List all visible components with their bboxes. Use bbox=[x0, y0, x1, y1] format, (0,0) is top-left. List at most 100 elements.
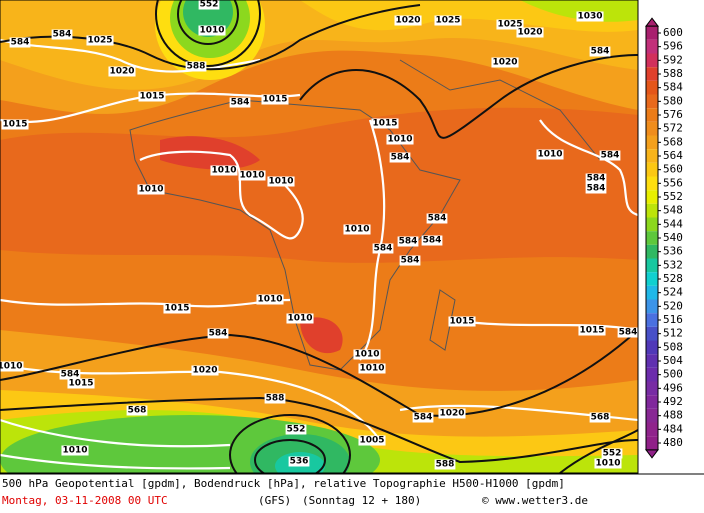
contour-label: 1010 bbox=[595, 459, 620, 469]
colorbar-swatch bbox=[646, 354, 658, 368]
colorbar-swatch bbox=[646, 190, 658, 204]
colorbar-swatch bbox=[646, 203, 658, 218]
contour-label-bg bbox=[256, 294, 284, 305]
colorbar-label: 580 bbox=[663, 94, 683, 107]
contour-label: 1010 bbox=[138, 185, 163, 195]
contour-label-bg bbox=[286, 313, 314, 324]
contour-label: 1010 bbox=[287, 314, 312, 324]
colorbar-swatch bbox=[646, 149, 658, 163]
contour-label-bg bbox=[389, 152, 411, 163]
contour-label: 588 bbox=[266, 394, 285, 404]
colorbar-swatch bbox=[646, 367, 658, 382]
contour-label: 1025 bbox=[435, 16, 460, 26]
colorbar-label: 576 bbox=[663, 108, 683, 121]
colorbar-swatch bbox=[646, 94, 658, 109]
contour-label-bg bbox=[394, 15, 422, 26]
colorbar-swatch bbox=[646, 108, 658, 122]
contour-label: 584 bbox=[53, 30, 72, 40]
colorbar-swatch bbox=[646, 326, 658, 341]
contour-label-bg bbox=[516, 27, 544, 38]
colorbar-swatch bbox=[646, 53, 658, 68]
contour-label-bg bbox=[358, 435, 386, 446]
colorbar-label: 520 bbox=[663, 299, 683, 312]
contour-label: 1015 bbox=[579, 326, 604, 336]
contour-label-bg bbox=[434, 15, 462, 26]
colorbar-swatch bbox=[646, 340, 658, 355]
contour-label-bg bbox=[185, 61, 207, 72]
contour-label-bg bbox=[264, 393, 286, 404]
colorbar-label: 548 bbox=[663, 204, 683, 217]
contour-label: 1015 bbox=[139, 92, 164, 102]
contour-label-bg bbox=[358, 363, 386, 374]
contour-label-bg bbox=[288, 456, 310, 467]
contour-label: 536 bbox=[290, 457, 309, 467]
colorbar-swatch bbox=[646, 121, 658, 136]
contour-label: 1020 bbox=[395, 16, 420, 26]
contour-label: 1020 bbox=[492, 58, 517, 68]
contour-label: 588 bbox=[436, 460, 455, 470]
colorbar-swatch bbox=[646, 26, 658, 40]
footer-model: (GFS) bbox=[258, 494, 291, 507]
contour-label: 1020 bbox=[109, 67, 134, 77]
colorbar-label: 584 bbox=[663, 81, 683, 94]
contour-label: 1015 bbox=[372, 119, 397, 129]
contour-label: 584 bbox=[401, 256, 420, 266]
colorbar-label: 508 bbox=[663, 340, 683, 353]
geopotential-lines bbox=[0, 0, 638, 473]
contour-label-bg bbox=[59, 369, 81, 380]
colorbar-swatch bbox=[646, 285, 658, 300]
colorbar-swatch bbox=[646, 258, 658, 273]
colorbar-label: 500 bbox=[663, 368, 683, 381]
colorbar-swatch bbox=[646, 422, 658, 437]
contour-label-bg bbox=[585, 183, 607, 194]
contour-label: 1010 bbox=[268, 177, 293, 187]
colorbar-label: 536 bbox=[663, 245, 683, 258]
contour-label-bg bbox=[207, 328, 229, 339]
colorbar-cap bbox=[645, 17, 659, 27]
contour-label: 584 bbox=[591, 47, 610, 57]
contour-label: 1015 bbox=[2, 120, 27, 130]
contour-label-bg bbox=[138, 91, 166, 102]
contour-label-bg bbox=[51, 29, 73, 40]
colorbar-swatch bbox=[646, 436, 658, 450]
contour-label: 1010 bbox=[62, 446, 87, 456]
colorbar-swatch bbox=[646, 176, 658, 191]
colorbar-swatch bbox=[646, 313, 658, 327]
map-frame bbox=[0, 0, 639, 474]
contour-label-bg bbox=[198, 0, 220, 10]
contour-label-bg bbox=[210, 165, 238, 176]
contour-label: 1010 bbox=[257, 295, 282, 305]
colorbar-swatch bbox=[646, 408, 658, 423]
contour-label: 584 bbox=[231, 98, 250, 108]
contour-label-bg bbox=[372, 243, 394, 254]
contour-label-bg bbox=[126, 405, 148, 416]
colorbar-label: 568 bbox=[663, 135, 683, 148]
contour-label: 584 bbox=[587, 184, 606, 194]
colorbar-label: 532 bbox=[663, 258, 683, 271]
contour-label: 1015 bbox=[262, 95, 287, 105]
footer-run: (Sonntag 12 + 180) bbox=[302, 494, 421, 507]
footer-description: 500 hPa Geopotential [gpdm], Bodendruck … bbox=[2, 477, 565, 490]
colorbar-label: 496 bbox=[663, 381, 683, 394]
contour-label-bg bbox=[589, 412, 611, 423]
contour-label-bg bbox=[285, 424, 307, 435]
contour-label: 1010 bbox=[387, 135, 412, 145]
contour-label-bg bbox=[397, 236, 419, 247]
colorbar-swatch bbox=[646, 80, 658, 95]
colorbar-swatch bbox=[646, 381, 658, 396]
contour-label-bg bbox=[198, 25, 226, 36]
contour-label: 584 bbox=[374, 244, 393, 254]
contour-label: 1015 bbox=[68, 379, 93, 389]
contour-label: 1030 bbox=[577, 12, 602, 22]
colorbar-label: 540 bbox=[663, 231, 683, 244]
contour-label: 584 bbox=[587, 174, 606, 184]
contour-label: 1010 bbox=[199, 26, 224, 36]
contour-label: 1005 bbox=[359, 436, 384, 446]
contour-label: 588 bbox=[187, 62, 206, 72]
contour-label: 584 bbox=[601, 151, 620, 161]
colorbar-label: 572 bbox=[663, 122, 683, 135]
contour-label-bg bbox=[267, 176, 295, 187]
colorbar: 6005965925885845805765725685645605565525… bbox=[645, 17, 683, 459]
